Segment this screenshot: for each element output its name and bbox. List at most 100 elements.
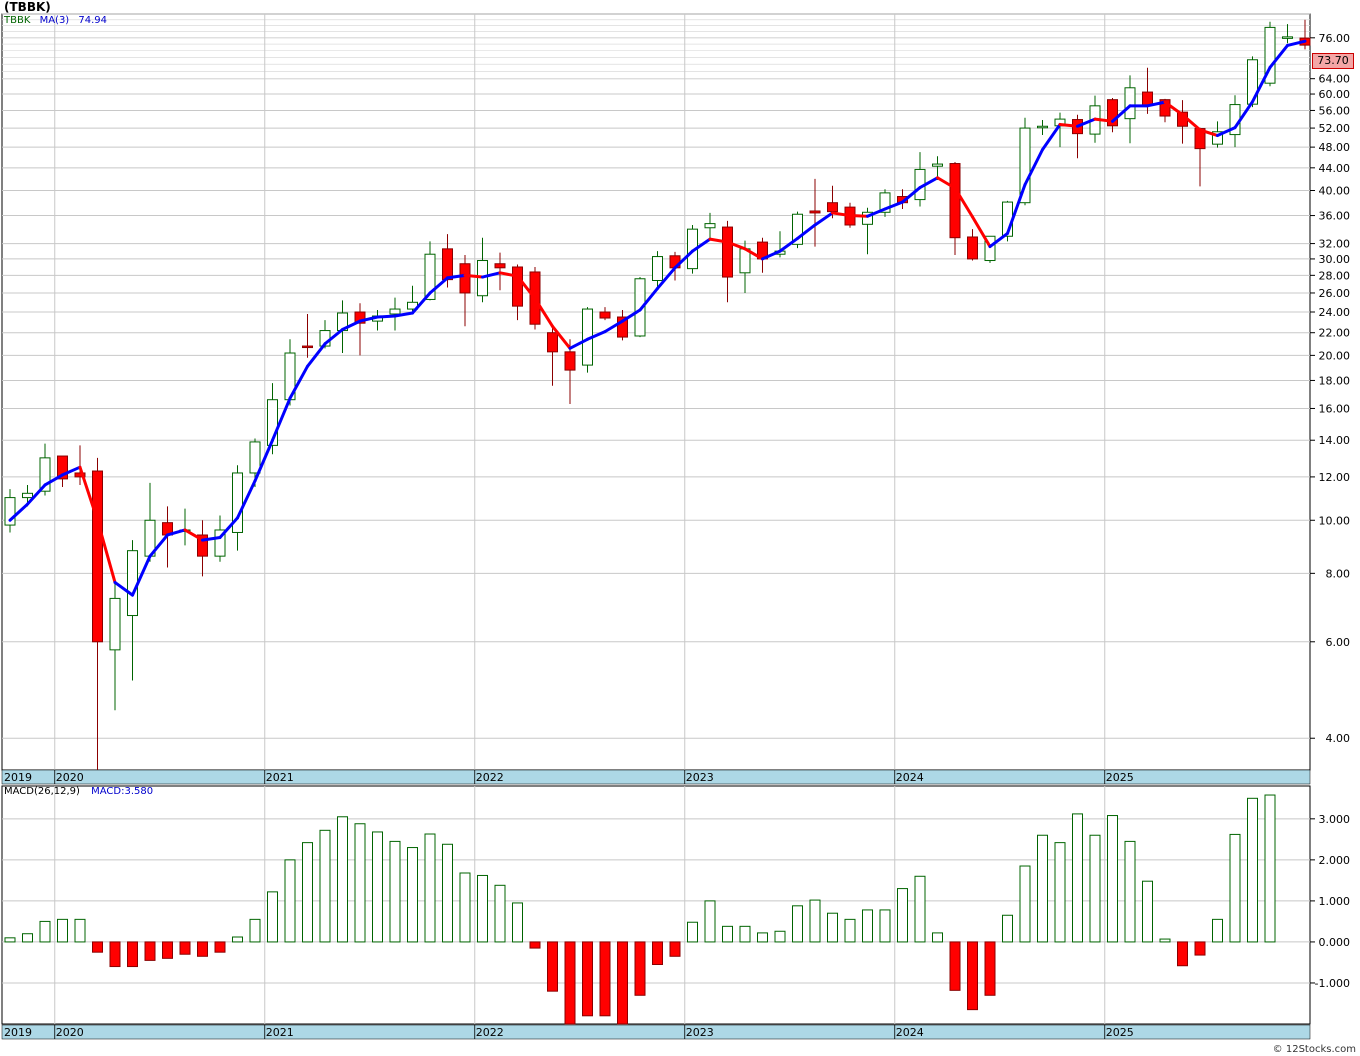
price-tick-label: 14.00 [1319,434,1351,447]
chart-title: (TBBK) [4,0,51,14]
macd-legend: MACD(26,12,9) MACD:3.580 [4,786,153,797]
candle-body [1107,99,1118,127]
price-tick-label: 30.00 [1319,253,1351,266]
price-tick-label: 32.00 [1319,238,1351,251]
candle-body [862,211,873,225]
macd-bar [424,833,436,943]
candle-body [634,278,646,337]
macd-bar [494,884,506,943]
candle-body [214,529,226,557]
macd-bar [722,925,733,943]
candle-body [652,256,663,281]
ma3-segment [428,276,449,295]
macd-bar [669,941,681,957]
price-tick-label: 60.00 [1319,88,1351,101]
ma3-segment [953,186,974,219]
price-tick-label: 48.00 [1319,141,1351,154]
ma3-segment [621,308,642,323]
macd-bar [932,932,943,943]
ma3-segment [393,311,414,318]
candle-body [547,332,558,353]
ma3-segment [271,396,292,442]
ma3-segment [778,236,799,253]
candle-body [564,351,576,371]
macd-bar [39,920,51,943]
macd-bar [564,941,576,1025]
macd-bar [1072,813,1083,943]
macd-bar [827,912,838,943]
year-label: 2025 [1106,771,1134,784]
macd-bar [319,829,331,943]
candle-body [1019,127,1031,204]
candle-body [249,441,261,474]
ma3-segment [131,554,152,597]
candle-body [302,345,313,349]
year-label: 2019 [4,771,32,784]
price-tick-label: 52.00 [1319,122,1351,135]
ma3-segment [586,330,607,341]
macd-bar [74,918,86,943]
macd-bar [267,891,278,943]
macd-bar [477,874,488,943]
ma3-segment [1286,39,1307,47]
ma3-segment [306,342,327,368]
candle-body [424,253,436,300]
candle-body [4,497,16,526]
macd-label: MACD(26,12,9) [4,786,80,797]
year-label: 2019 [4,1026,32,1039]
ma3-segment [481,271,502,279]
macd-bar [1212,918,1223,943]
candle-body [809,210,821,214]
ma3-segment [568,337,589,350]
candle-body [879,192,891,213]
candle-body [932,163,943,167]
macd-bar [354,823,366,943]
macd-bar [162,941,173,959]
candle-body [442,248,453,281]
ma3-segment [1111,104,1132,123]
macd-bar [1247,797,1258,943]
ma3-segment [376,314,397,319]
ma3-segment [1041,122,1062,152]
macd-bar [1089,834,1101,943]
macd-bar [459,872,471,943]
macd-bar [284,859,296,943]
ma3-segment [26,483,47,506]
macd-bar [897,888,908,943]
candle-body [494,263,506,269]
macd-bar [967,941,978,1011]
ma3-segment [936,176,957,190]
macd-bar [4,937,16,943]
candle-body [967,236,978,260]
price-tick-label: 20.00 [1319,349,1351,362]
ma3-segment [516,274,537,301]
macd-bar [1037,834,1048,943]
ma3-segment [166,528,187,537]
candle-body [949,163,961,239]
macd-bar [1194,941,1206,956]
macd-bar [984,941,996,996]
candle-body [74,472,86,478]
ma3-segment [1198,128,1219,138]
ma3-segment [61,465,82,477]
macd-bar [179,941,191,955]
last-price-badge: 73.70 [1312,53,1354,69]
ma3-segment [236,479,257,520]
ma3-segment [411,291,432,315]
year-label: 2025 [1106,1026,1134,1039]
candle-body [599,311,611,319]
candle-body [1037,125,1048,129]
year-label: 2024 [896,1026,924,1039]
macd-bar [529,941,541,949]
macd-bar [704,900,716,943]
ma3-segment [498,271,519,278]
macd-bar [1264,794,1276,943]
year-label: 2020 [56,1026,84,1039]
candle-body [722,226,733,278]
candle-body [39,457,51,492]
ma3-segment [673,249,694,270]
candle-body [1282,36,1293,39]
price-tick-label: 12.00 [1319,471,1351,484]
candle-body [267,399,278,446]
price-tick-label: 6.00 [1326,636,1351,649]
